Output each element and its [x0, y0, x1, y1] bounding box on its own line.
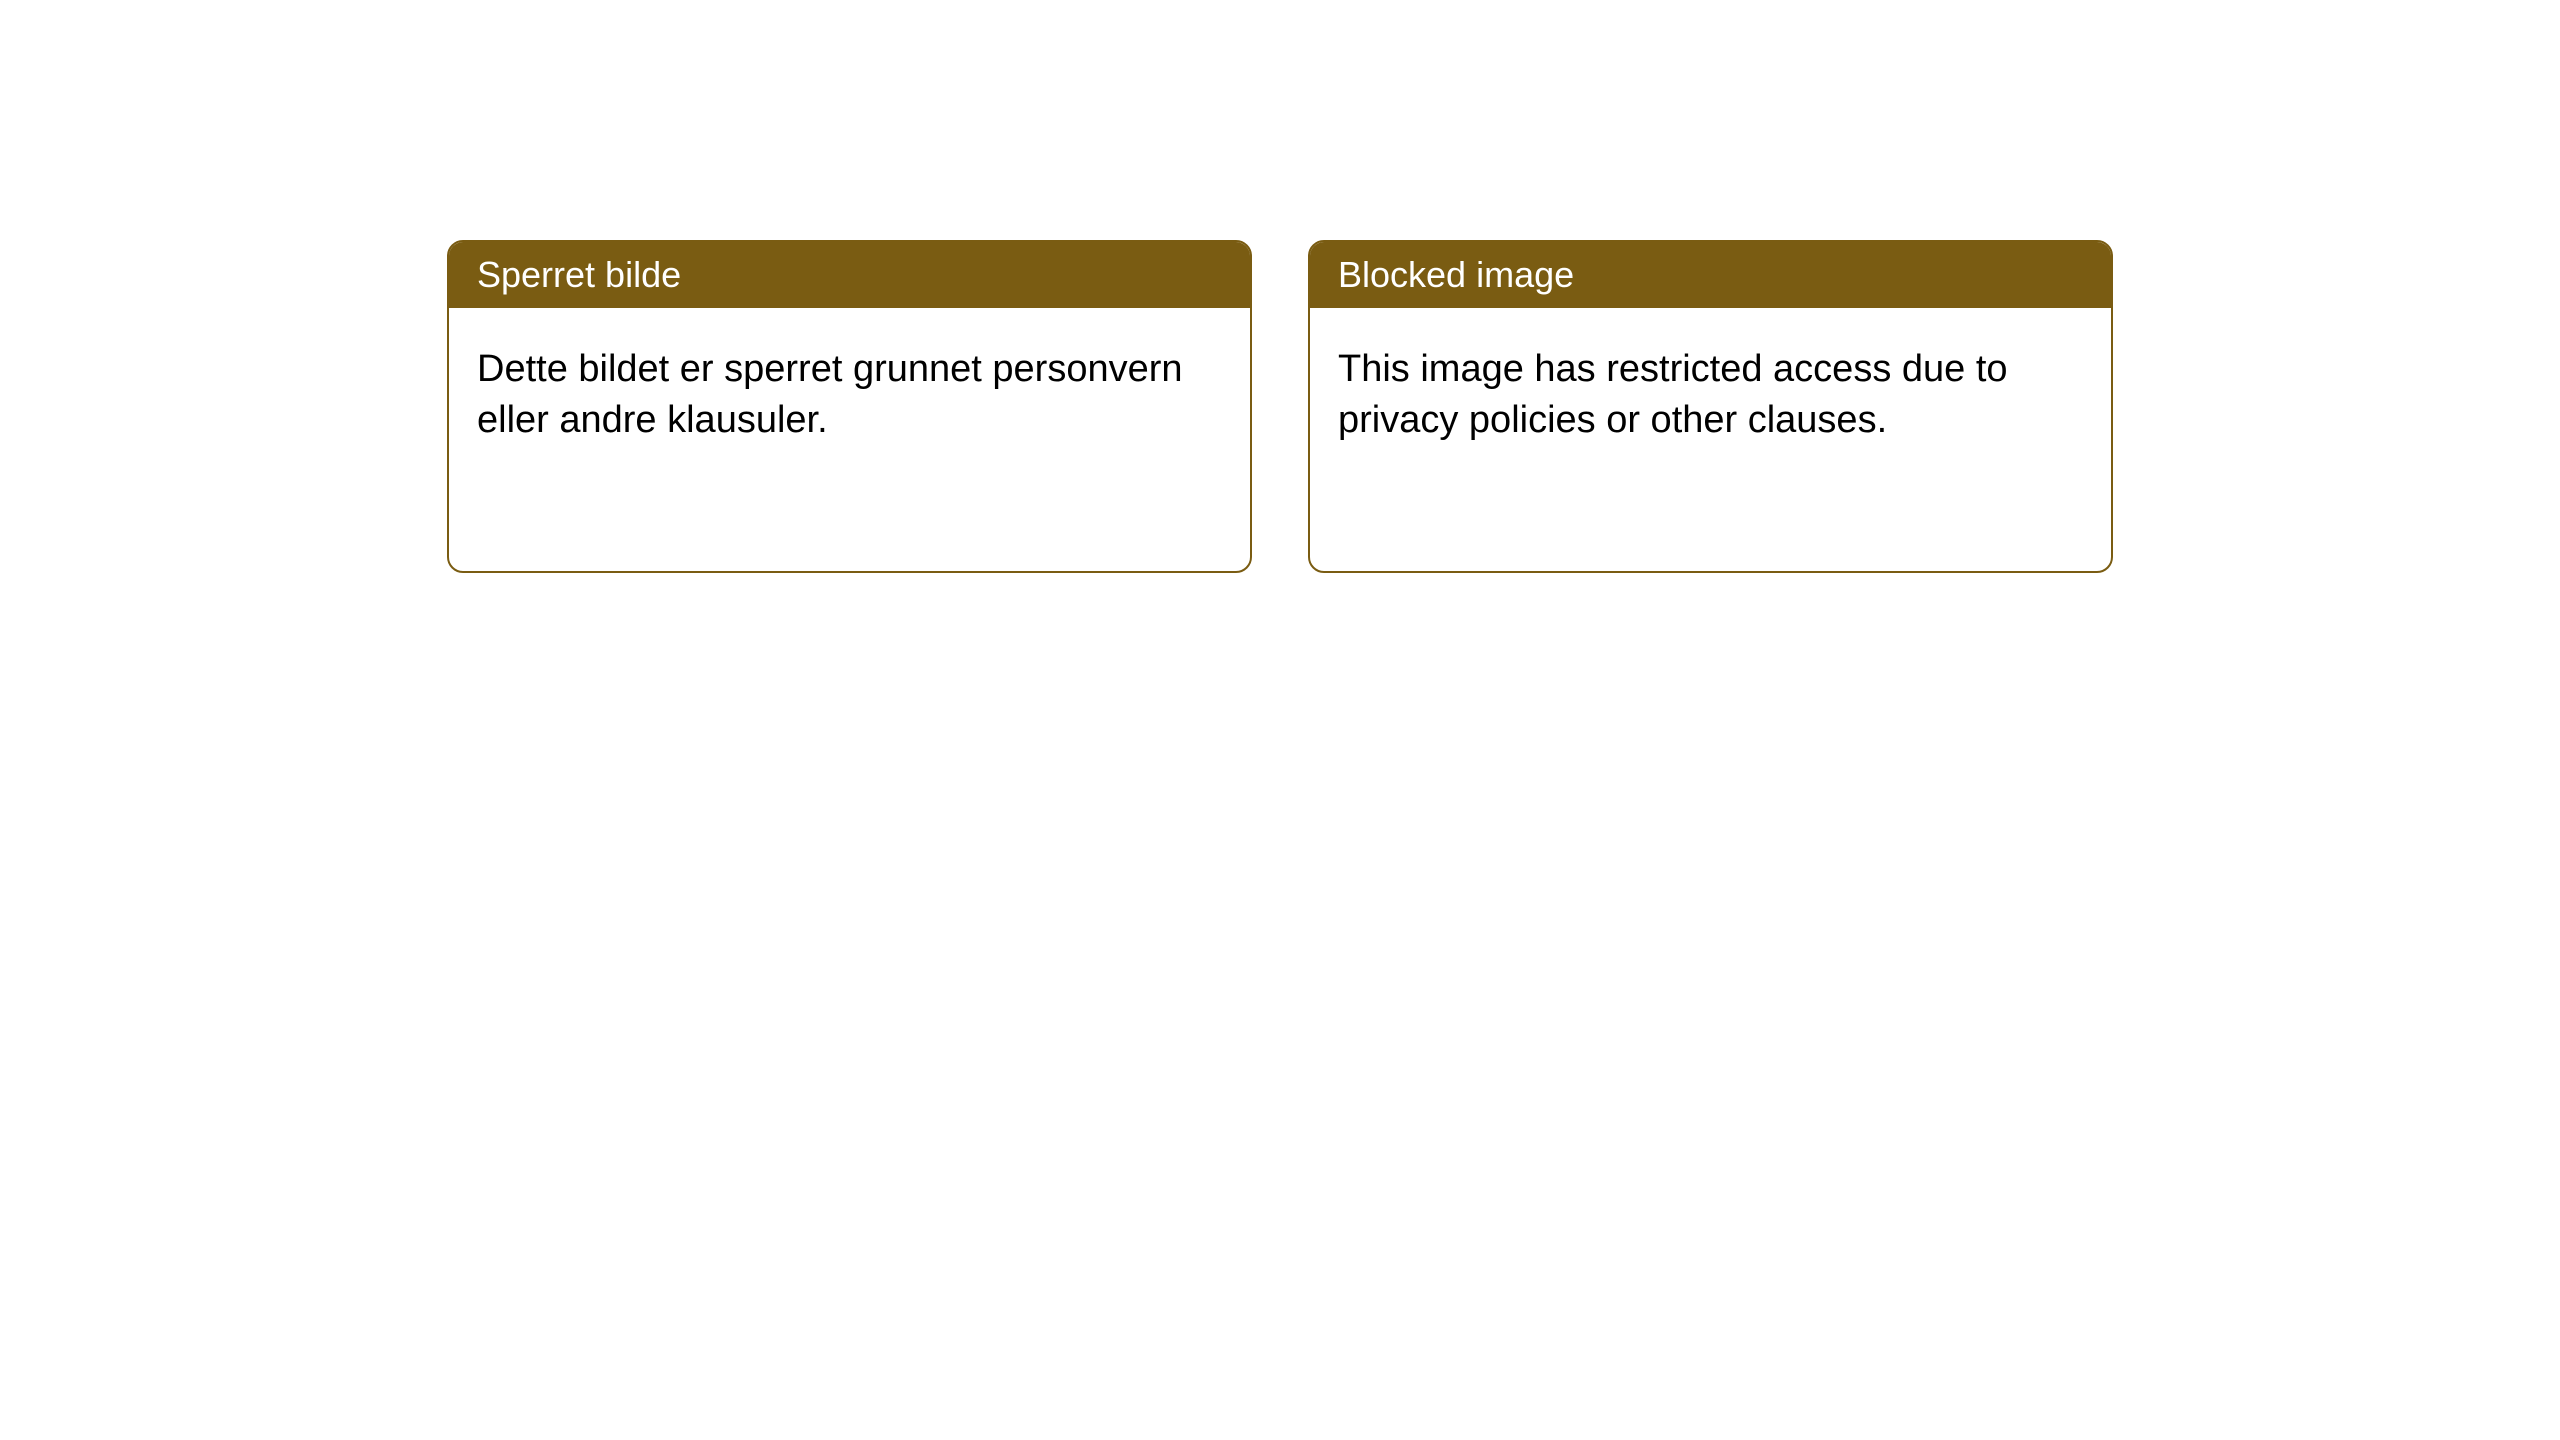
card-title: Sperret bilde	[477, 254, 681, 295]
card-header: Blocked image	[1310, 242, 2111, 308]
blocked-card-norwegian: Sperret bilde Dette bildet er sperret gr…	[447, 240, 1252, 573]
card-title: Blocked image	[1338, 254, 1574, 295]
blocked-card-english: Blocked image This image has restricted …	[1308, 240, 2113, 573]
card-body: Dette bildet er sperret grunnet personve…	[449, 308, 1250, 483]
card-body-text: This image has restricted access due to …	[1338, 348, 2008, 441]
card-body: This image has restricted access due to …	[1310, 308, 2111, 483]
card-header: Sperret bilde	[449, 242, 1250, 308]
card-body-text: Dette bildet er sperret grunnet personve…	[477, 348, 1183, 441]
card-container: Sperret bilde Dette bildet er sperret gr…	[447, 240, 2113, 573]
